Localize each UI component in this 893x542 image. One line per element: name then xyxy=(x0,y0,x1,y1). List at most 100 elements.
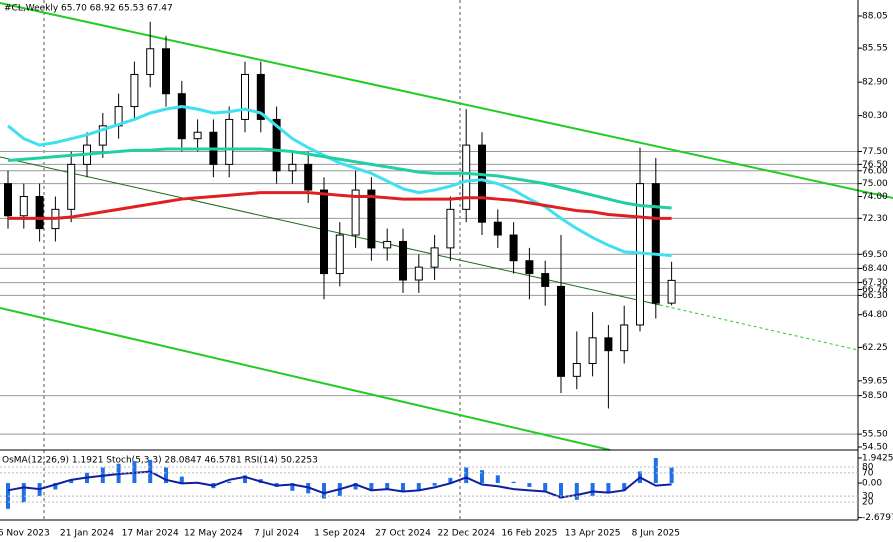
x-tick-label: 13 Apr 2025 xyxy=(565,529,621,539)
candle-body xyxy=(667,279,676,304)
osma-bar xyxy=(606,483,611,494)
candle-body xyxy=(98,125,107,146)
candle-body xyxy=(541,273,550,287)
osma-bar xyxy=(243,475,247,484)
y-tick-label: 76.50 xyxy=(862,160,888,170)
osma-bar xyxy=(574,483,579,500)
channel-mid-projection xyxy=(659,304,859,351)
chart-header: #CL,Weekly 65.70 68.92 65.53 67.47 xyxy=(4,4,173,14)
y-tick-label: 66.76 xyxy=(862,285,888,295)
osma-bar xyxy=(543,483,548,491)
candle-body xyxy=(162,48,170,95)
candle-body xyxy=(272,118,281,172)
y-tick-label: 55.50 xyxy=(862,430,888,440)
osma-bar xyxy=(622,483,627,491)
osma-bar xyxy=(527,483,532,487)
y-tick-label: 59.65 xyxy=(862,376,888,386)
candle-body xyxy=(525,260,534,275)
x-tick-label: 1 Sep 2024 xyxy=(314,529,366,539)
moving-average xyxy=(8,191,672,220)
candle-body xyxy=(572,362,581,377)
candle-body xyxy=(320,189,328,275)
y-tick-label: 74.00 xyxy=(862,192,888,202)
y-tick-label: 62.25 xyxy=(862,343,888,353)
osma-tick-label: 0.00 xyxy=(862,479,882,489)
candle-body xyxy=(414,266,423,281)
x-tick-label: 8 Jun 2025 xyxy=(632,529,680,539)
y-tick-label: 66.30 xyxy=(862,291,888,301)
osma-bar xyxy=(416,483,421,490)
x-tick-label: 22 Dec 2024 xyxy=(437,529,495,539)
candle-body xyxy=(367,189,376,249)
candle-body xyxy=(478,144,486,223)
x-tick-label: 7 Jul 2024 xyxy=(254,529,299,539)
osma-bar xyxy=(164,467,168,484)
moving-average xyxy=(7,105,672,258)
candle-body xyxy=(462,144,471,210)
candle-body xyxy=(620,324,629,352)
channel-upper xyxy=(0,2,893,199)
rsi-tick-label: 20 xyxy=(862,497,874,507)
y-tick-label: 82.90 xyxy=(862,78,888,88)
indicator-header: OsMA(12,26,9) 1.1921 Stoch(5,3,3) 28.084… xyxy=(2,456,318,466)
rsi-tick-label: 70 xyxy=(862,468,874,478)
osma-bar xyxy=(432,483,437,486)
y-tick-label: 67.30 xyxy=(862,278,888,288)
osma-bar xyxy=(653,458,658,484)
x-tick-label: 16 Feb 2025 xyxy=(501,529,557,539)
y-tick-label: 58.50 xyxy=(862,391,888,401)
x-tick-label: 17 Mar 2024 xyxy=(122,529,179,539)
candle-body xyxy=(651,183,660,304)
channel-mid xyxy=(0,156,661,306)
osma-tick-label: 1.9425 xyxy=(862,454,893,464)
osma-bar xyxy=(353,483,358,490)
osma-bar xyxy=(495,475,500,484)
candle-body xyxy=(67,163,76,210)
candle-body xyxy=(557,285,565,377)
rsi-line xyxy=(7,470,672,499)
x-tick-label: 12 May 2024 xyxy=(184,529,243,539)
y-tick-label: 64.80 xyxy=(862,310,888,320)
osma-bar xyxy=(21,483,26,503)
moving-average xyxy=(7,147,672,210)
candle-body xyxy=(225,118,234,165)
y-tick-label: 85.55 xyxy=(862,44,888,54)
osma-bar xyxy=(290,483,295,491)
candle-body xyxy=(604,337,613,352)
osma-bar xyxy=(448,477,453,484)
y-tick-label: 75.00 xyxy=(862,179,888,189)
candle-body xyxy=(351,189,360,236)
y-tick-label: 54.50 xyxy=(862,443,888,453)
osma-bar xyxy=(401,483,405,493)
y-tick-label: 88.05 xyxy=(862,12,888,22)
candle-body xyxy=(383,240,392,249)
x-tick-label: 21 Jan 2024 xyxy=(60,529,114,539)
candle-body xyxy=(193,131,202,140)
candle-body xyxy=(241,73,249,120)
x-tick-label: 27 Oct 2024 xyxy=(375,529,431,539)
y-tick-label: 68.40 xyxy=(862,264,888,274)
rsi-tick-label: 30 xyxy=(862,492,874,502)
y-tick-label: 76.00 xyxy=(862,166,888,176)
osma-bar xyxy=(53,483,58,490)
rsi-tick-label: 80 xyxy=(862,463,874,473)
candle-body xyxy=(19,195,28,217)
osma-bar xyxy=(369,483,374,491)
osma-bar xyxy=(511,481,516,484)
candle-body xyxy=(430,247,439,268)
candle-body xyxy=(130,73,139,108)
candle-body xyxy=(4,183,12,217)
osma-bar xyxy=(179,476,184,484)
candle-body xyxy=(446,208,455,249)
osma-bar xyxy=(559,483,563,499)
x-tick-label: 6 Nov 2023 xyxy=(0,529,50,539)
candle-body xyxy=(177,93,186,140)
candle-body xyxy=(146,48,155,75)
channel-lower xyxy=(0,307,611,451)
osma-bar xyxy=(385,483,390,490)
candle-body xyxy=(288,163,297,172)
candle-body xyxy=(304,163,313,191)
y-tick-label: 80.30 xyxy=(862,111,888,121)
